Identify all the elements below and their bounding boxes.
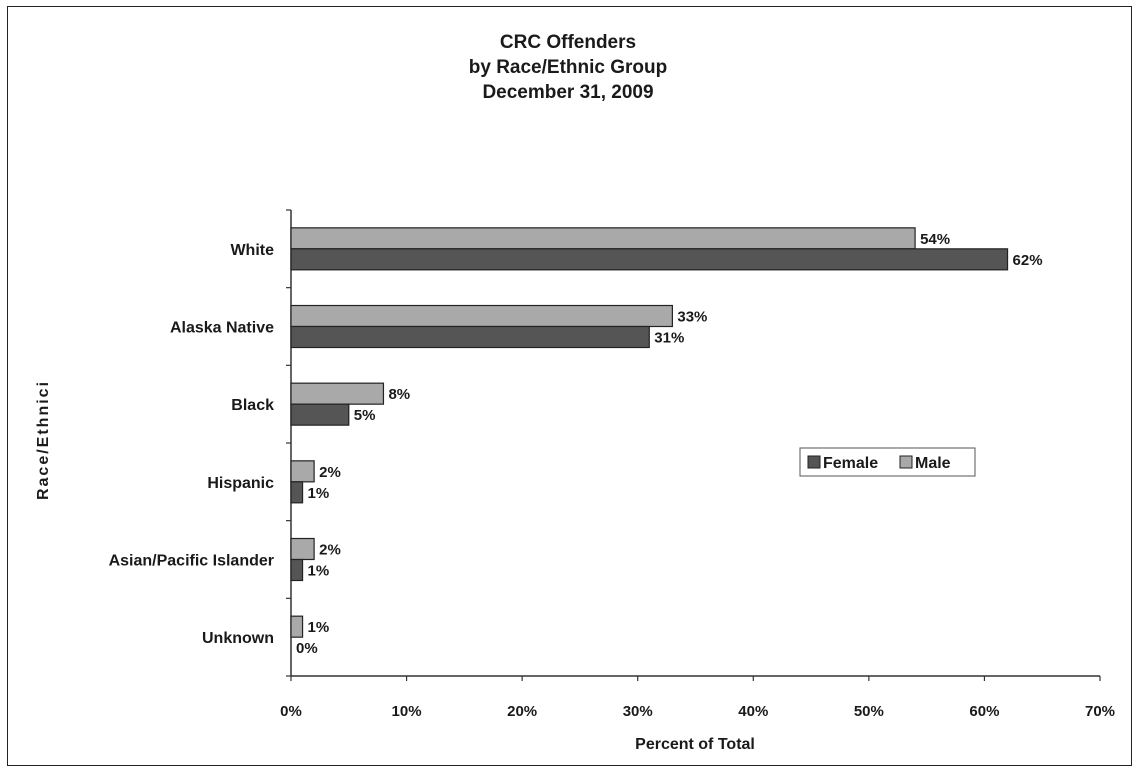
- data-label-male: 33%: [677, 309, 707, 326]
- x-axis-title: Percent of Total: [635, 736, 755, 753]
- category-label: Alaska Native: [170, 320, 274, 337]
- x-tick-label: 10%: [392, 703, 422, 720]
- legend-swatch-male: [899, 455, 913, 469]
- bar-female: [290, 325, 650, 349]
- chart-title-line: CRC Offenders: [500, 32, 636, 53]
- bar-male: [290, 460, 315, 483]
- bar-male: [290, 382, 385, 405]
- x-tick-label: 60%: [969, 703, 999, 720]
- y-axis-title: Race/Ethnici: [35, 380, 52, 500]
- legend-label-male: Male: [915, 455, 951, 472]
- x-tick-label: 40%: [738, 703, 768, 720]
- x-tick-label: 30%: [623, 703, 653, 720]
- data-label-male: 54%: [920, 231, 950, 248]
- category-label: Black: [231, 397, 274, 414]
- data-label-female: 1%: [308, 563, 330, 580]
- legend-label-female: Female: [823, 455, 878, 472]
- bar-female: [290, 248, 1009, 271]
- chart-title-line: by Race/Ethnic Group: [469, 57, 667, 78]
- legend-swatch-female: [807, 455, 821, 469]
- category-label: White: [230, 242, 274, 259]
- chart-title-line: December 31, 2009: [482, 82, 653, 103]
- bar-male: [290, 304, 673, 328]
- data-label-male: 1%: [308, 619, 330, 636]
- data-label-female: 62%: [1013, 252, 1043, 269]
- data-label-male: 2%: [319, 464, 341, 481]
- category-label: Asian/Pacific Islander: [109, 553, 274, 570]
- x-tick-label: 70%: [1085, 703, 1115, 720]
- category-label: Unknown: [202, 630, 274, 647]
- data-label-female: 31%: [654, 330, 684, 347]
- data-label-female: 0%: [296, 640, 318, 657]
- data-label-female: 5%: [354, 407, 376, 424]
- category-label: Hispanic: [207, 475, 274, 492]
- bar-male: [290, 615, 304, 638]
- bar-male: [290, 227, 916, 250]
- legend-box: [799, 447, 976, 477]
- x-tick-label: 50%: [854, 703, 884, 720]
- bar-female: [290, 403, 350, 426]
- data-label-female: 1%: [308, 485, 330, 502]
- x-tick-label: 0%: [280, 703, 302, 720]
- bar-female: [290, 558, 304, 582]
- chart-frame: [7, 6, 1132, 766]
- bar-male: [290, 537, 315, 561]
- bar-female: [290, 481, 304, 504]
- data-label-male: 2%: [319, 542, 341, 559]
- data-label-male: 8%: [388, 386, 410, 403]
- x-tick-label: 20%: [507, 703, 537, 720]
